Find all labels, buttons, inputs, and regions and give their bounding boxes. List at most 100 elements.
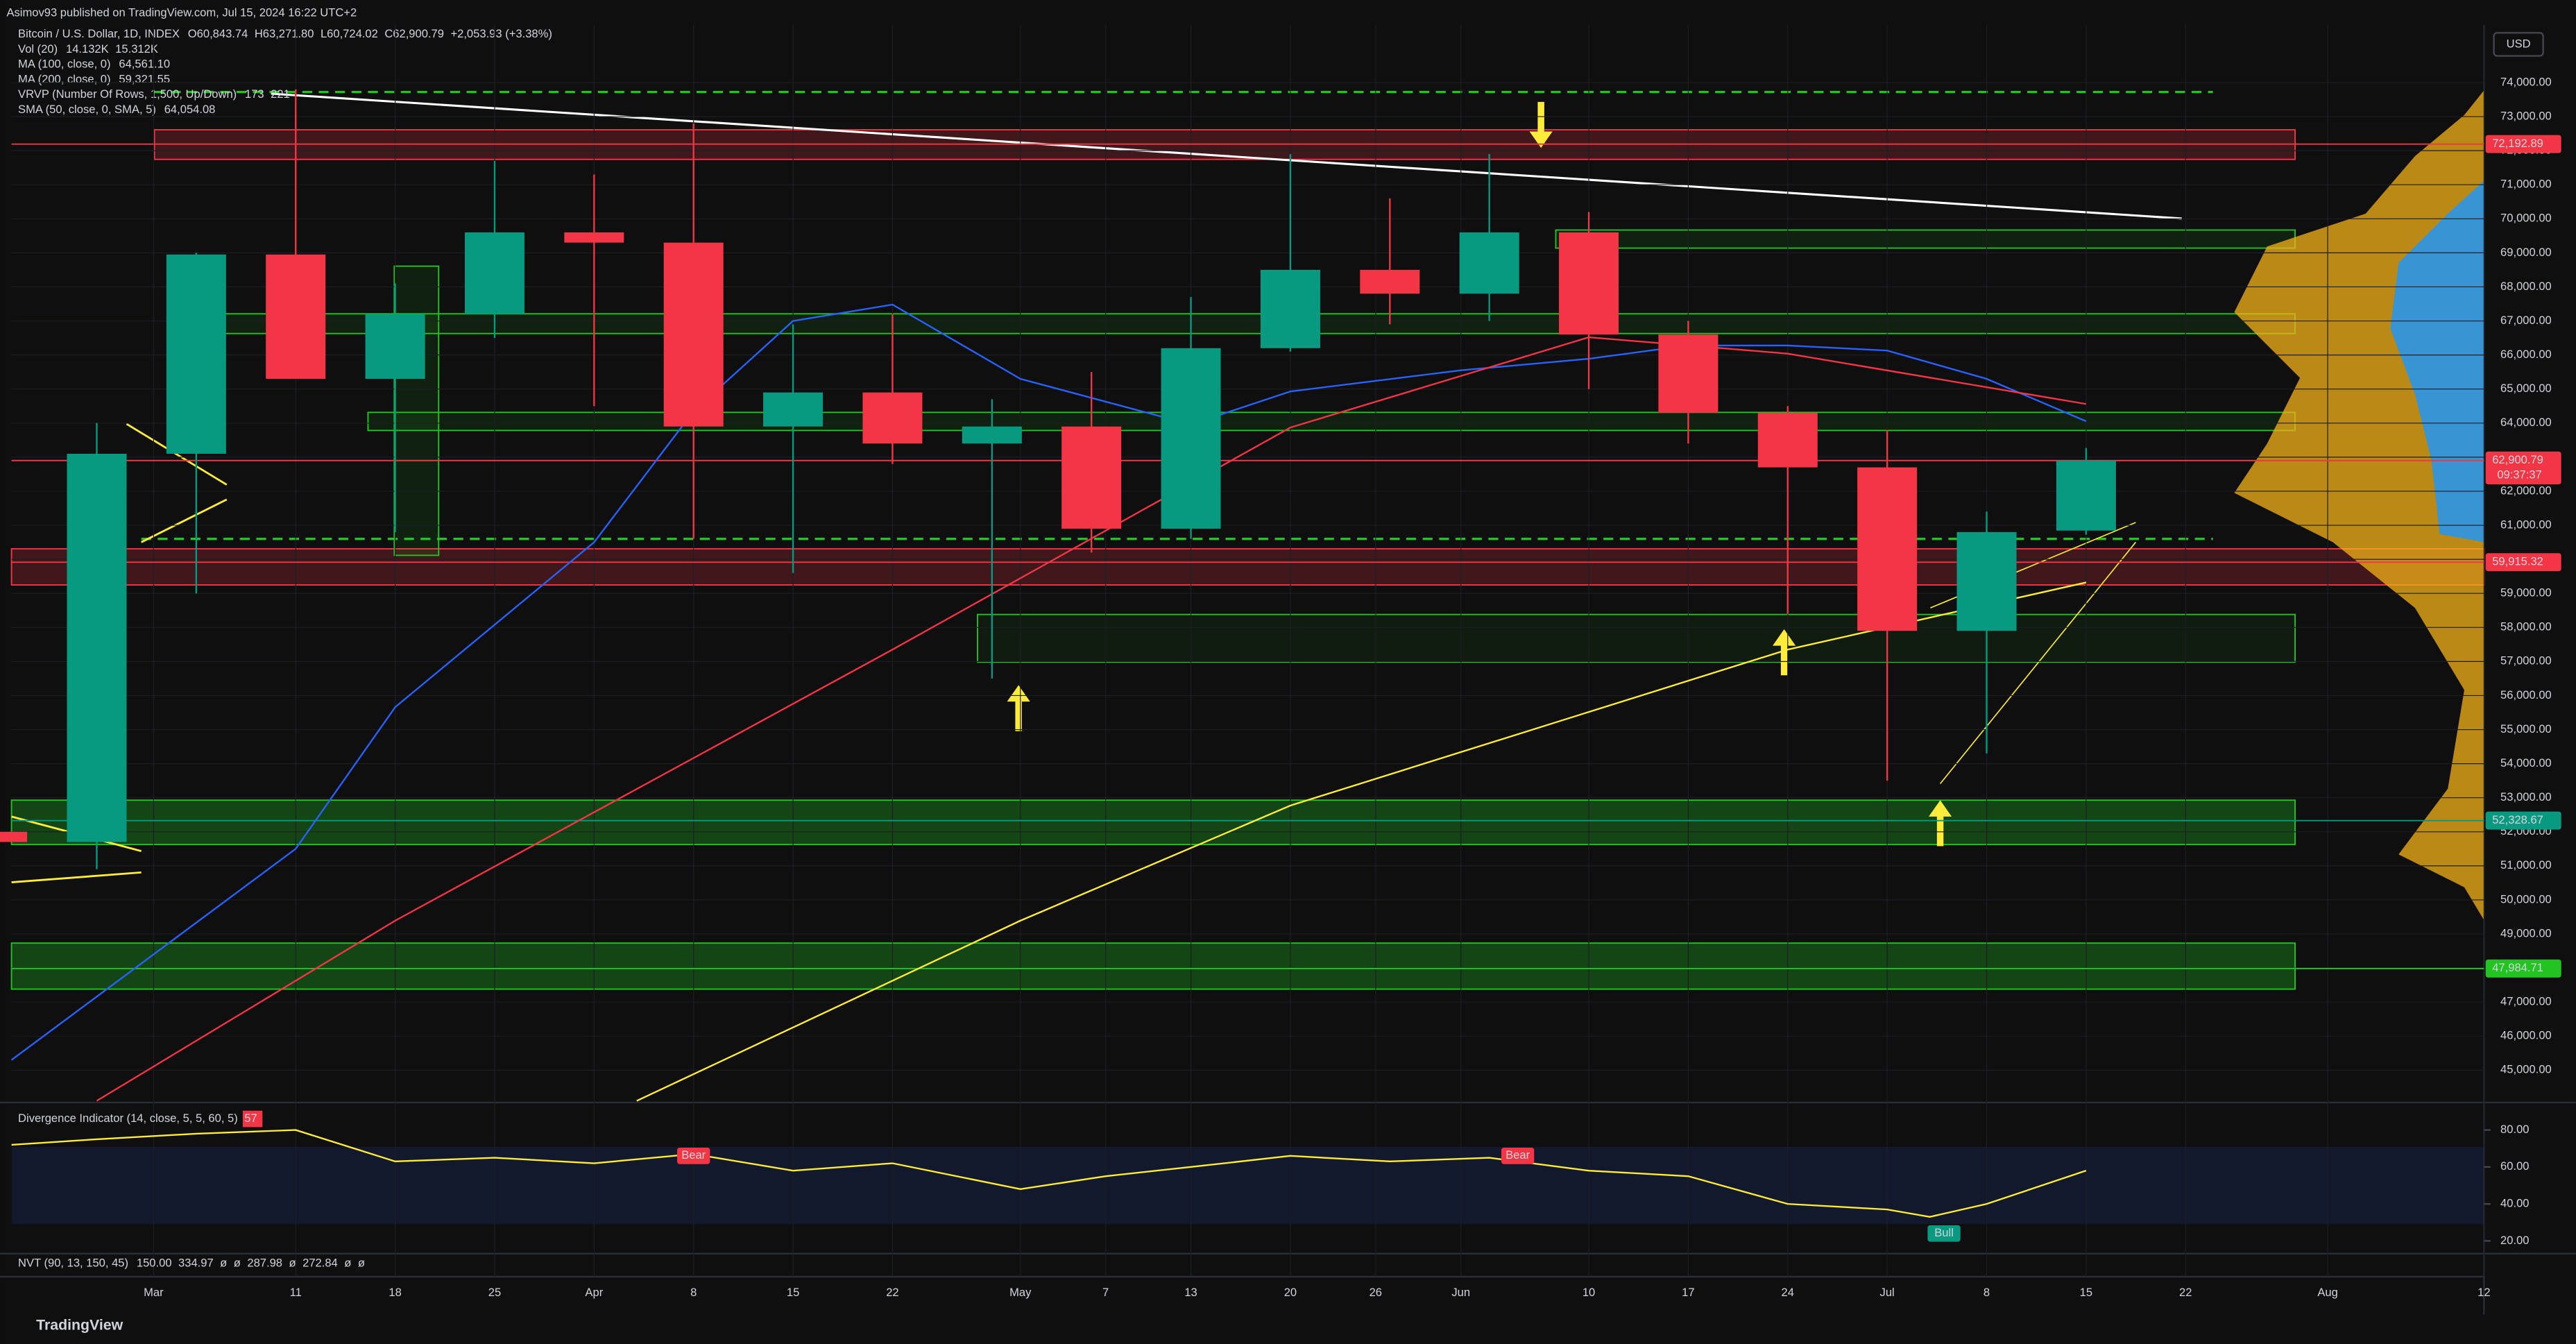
dynamic-layer: Bitcoin / U.S. Dollar, 1D, INDEX O60,843.…: [0, 24, 2561, 1299]
indicator-value-box: [242, 1110, 263, 1128]
arrow-up: [1773, 629, 1796, 676]
candle-body: [1658, 334, 1718, 414]
candle-body: [1857, 467, 1918, 631]
zone: [10, 799, 2296, 846]
brand: TradingView: [36, 1317, 123, 1334]
candle-body: [1459, 232, 1519, 294]
y-tick-label: 20.00: [2500, 1234, 2529, 1247]
legend-value: 14.132K: [66, 42, 109, 56]
nvt-value: ø: [289, 1256, 296, 1269]
arrows: [1007, 101, 1952, 847]
legend-value: L60,724.02: [321, 27, 378, 40]
y-tick-label: 61,000.00: [2500, 518, 2552, 531]
x-tick-label: Jul: [1880, 1286, 1895, 1299]
y-tick-label: 64,000.00: [2500, 416, 2552, 429]
signal-label: Bull: [1934, 1226, 1954, 1239]
x-tick-label: 15: [2080, 1286, 2092, 1299]
x-tick-label: Apr: [585, 1286, 603, 1299]
zone: [1555, 229, 2296, 249]
x-tick-label: 17: [1682, 1286, 1694, 1299]
x-tick-label: Jun: [1451, 1286, 1470, 1299]
price-tag-label: 59,915.32: [2492, 555, 2543, 568]
currency-box: [2493, 32, 2544, 57]
price-tag: [2485, 959, 2561, 978]
x-tick-label: Mar: [144, 1286, 164, 1299]
nvt-value: ø: [234, 1256, 241, 1269]
candle-body: [67, 453, 127, 842]
trend-line: [126, 423, 228, 486]
volume-profile: [2390, 180, 2484, 543]
x-tick-label: 22: [2179, 1286, 2192, 1299]
candle-body: [1559, 232, 1619, 335]
candle-body: [0, 831, 28, 842]
countdown: 09:37:37: [2497, 468, 2541, 481]
legend-value: 15.312K: [115, 42, 158, 56]
y-tick-label: 62,000.00: [2500, 484, 2552, 497]
legend-value: 59,321.55: [119, 72, 170, 85]
y-tick-label: 60.00: [2500, 1159, 2529, 1173]
publisher: Asimov93 published on TradingView.com, J…: [6, 6, 357, 19]
x-tick-label: 12: [2477, 1286, 2490, 1299]
y-tick-label: 53,000.00: [2500, 790, 2552, 803]
indicator-title: Divergence Indicator (14, close, 5, 5, 6…: [18, 1112, 238, 1125]
signal-tag: [1927, 1225, 1961, 1242]
y-tick-label: 73,000.00: [2500, 109, 2552, 122]
moving-average: [96, 336, 2087, 1102]
price-tag: [2485, 553, 2561, 572]
x-tick-label: 15: [787, 1286, 799, 1299]
signal-label: Bear: [1505, 1148, 1530, 1162]
y-tick-label: 46,000.00: [2500, 1029, 2552, 1042]
candle-body: [464, 232, 524, 314]
candle-body: [1061, 426, 1122, 529]
signal-label: Bear: [681, 1148, 706, 1162]
y-tick-label: 50,000.00: [2500, 892, 2552, 905]
candle-body: [1161, 348, 1221, 529]
signal-tag: [677, 1148, 710, 1164]
x-tick-label: 25: [488, 1286, 501, 1299]
indicator-value: 57: [244, 1112, 257, 1125]
zone: [10, 547, 2485, 586]
legend-value: 221: [271, 87, 290, 101]
price-tag-label: 52,328.67: [2492, 813, 2543, 826]
y-tick-label: 51,000.00: [2500, 858, 2552, 871]
price-tag: [2485, 135, 2561, 153]
oscillator-line: [11, 1129, 2087, 1218]
candle-body: [266, 254, 326, 379]
nvt-value: ø: [344, 1256, 351, 1269]
nvt-value: ø: [220, 1256, 227, 1269]
legend-text: MA (200, close, 0): [18, 72, 110, 85]
y-tick-label: 47,000.00: [2500, 995, 2552, 1008]
candle-body: [663, 242, 724, 427]
arrow-up: [1929, 800, 1952, 847]
x-tick-label: 8: [1984, 1286, 1990, 1299]
x-tick-label: May: [1009, 1286, 1032, 1299]
y-tick-label: 66,000.00: [2500, 348, 2552, 361]
x-tick-label: 8: [690, 1286, 697, 1299]
nvt-title: NVT (90, 13, 150, 45): [18, 1256, 128, 1269]
x-tick-label: 26: [1370, 1286, 1382, 1299]
currency: USD: [2507, 37, 2531, 50]
y-tick-label: 57,000.00: [2500, 654, 2552, 667]
y-tick-label: 70,000.00: [2500, 212, 2552, 225]
legend-value: 64,561.10: [119, 58, 170, 71]
candle-body: [862, 392, 923, 444]
nvt-value: 334.97: [178, 1256, 214, 1269]
legend-text: Bitcoin / U.S. Dollar, 1D, INDEX: [18, 27, 180, 40]
price-tag: [2485, 451, 2561, 485]
zone: [977, 613, 2296, 663]
oscillator-band: [11, 1146, 2484, 1225]
x-tick-label: 24: [1782, 1286, 1794, 1299]
x-tick-label: 18: [389, 1286, 401, 1299]
x-tick-label: 10: [1583, 1286, 1595, 1299]
y-tick-label: 71,000.00: [2500, 178, 2552, 191]
legend-text: Vol (20): [18, 42, 58, 56]
candle-body: [1956, 531, 2017, 631]
legend-text: MA (100, close, 0): [18, 58, 110, 71]
zone: [10, 942, 2296, 990]
y-tick-label: 65,000.00: [2500, 382, 2552, 395]
candle-body: [763, 392, 824, 427]
price-tag-label: 47,984.71: [2492, 961, 2543, 974]
y-tick-label: 55,000.00: [2500, 722, 2552, 735]
x-tick-label: 22: [886, 1286, 898, 1299]
x-tick-label: 11: [290, 1286, 302, 1299]
